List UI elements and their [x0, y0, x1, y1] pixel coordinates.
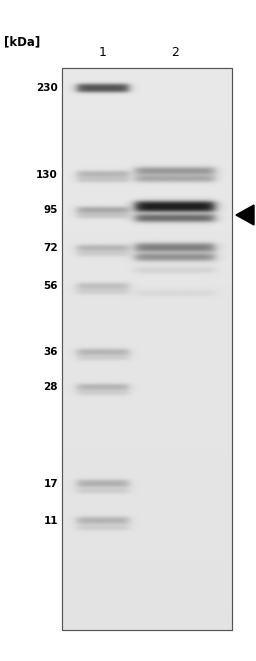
Bar — [62, 68, 232, 630]
Bar — [62, 68, 232, 630]
Text: 17: 17 — [43, 479, 58, 489]
Text: 1: 1 — [99, 46, 107, 59]
Text: 72: 72 — [43, 243, 58, 253]
Text: [kDa]: [kDa] — [4, 36, 40, 48]
Text: 11: 11 — [44, 516, 58, 526]
Text: 2: 2 — [171, 46, 179, 59]
Polygon shape — [236, 205, 254, 225]
Text: 28: 28 — [44, 382, 58, 392]
Text: 95: 95 — [44, 205, 58, 215]
Text: 36: 36 — [44, 347, 58, 357]
Text: 230: 230 — [36, 83, 58, 93]
Text: 56: 56 — [44, 281, 58, 291]
Text: 130: 130 — [36, 170, 58, 180]
